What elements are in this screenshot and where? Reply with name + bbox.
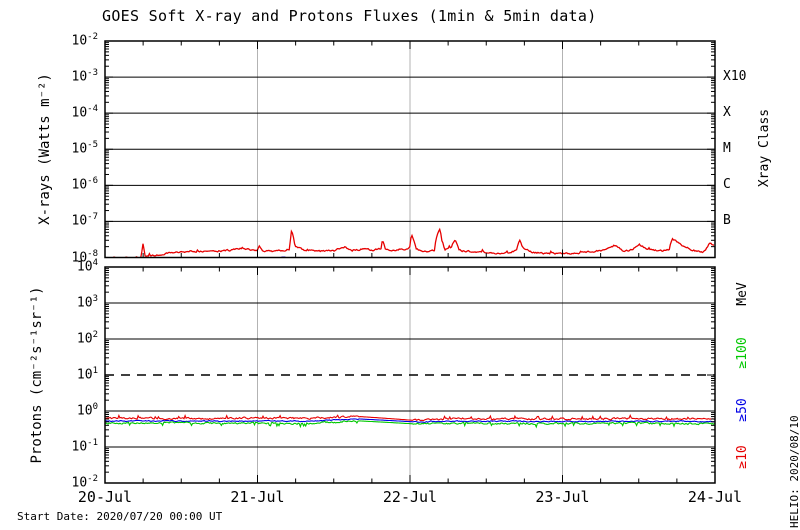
xray-class-label: B [723,213,731,229]
proton-energy-label: ≥100 [735,337,750,369]
proton-ge100-trace [105,420,715,429]
y-tick-label: 100 [76,402,98,419]
y-tick-label: 104 [76,258,98,275]
xray-class-label: M [723,141,731,157]
proton-energy-label: ≥10 [735,445,750,469]
y-tick-label: 10-2 [71,32,99,49]
proton-ge50-trace [105,418,715,423]
proton-y-axis-label: Protons (cm⁻²s⁻¹sr⁻¹) [29,286,45,464]
y-tick-label: 10-5 [71,140,99,157]
y-tick-label: 10-2 [71,474,99,491]
proton-energy-axis-title: MeV [735,282,750,306]
x-tick-label: 24-Jul [687,488,743,506]
xray-y-axis-label: X-rays (Watts m⁻²) [37,73,53,225]
y-tick-label: 101 [76,366,98,383]
y-tick-label: 102 [76,330,98,347]
y-tick-label: 10-1 [71,438,99,455]
y-tick-label: 10-6 [71,176,99,193]
xray-short-channel-sparse-point [503,258,507,260]
credit-label: HELIO: 2020/08/10 [788,415,800,528]
xray-class-label: C [723,177,731,193]
y-tick-label: 10-8 [71,248,99,265]
x-tick-label: 21-Jul [230,488,285,506]
chart-title: GOES Soft X-ray and Protons Fluxes (1min… [102,7,597,25]
xray-class-label: X [723,105,731,121]
proton-ge10-trace [105,413,715,422]
x-tick-label: 22-Jul [382,488,438,506]
x-tick-label: 20-Jul [77,488,133,506]
trace-group [105,413,715,429]
y-tick-label: 10-3 [71,68,99,85]
y-tick-label: 10-7 [71,212,99,229]
xray-class-axis-title: Xray Class [757,108,772,188]
xray-class-label: X10 [723,69,747,85]
y-tick-label: 103 [76,294,98,311]
start-date-label: Start Date: 2020/07/20 00:00 UT [17,510,223,523]
xray-sparse-point [119,258,121,260]
xray-long-channel-trace [135,227,715,258]
proton-energy-label: ≥50 [735,398,750,422]
y-tick-label: 10-4 [71,104,99,121]
trace-group [107,227,715,260]
x-tick-label: 23-Jul [535,488,590,506]
